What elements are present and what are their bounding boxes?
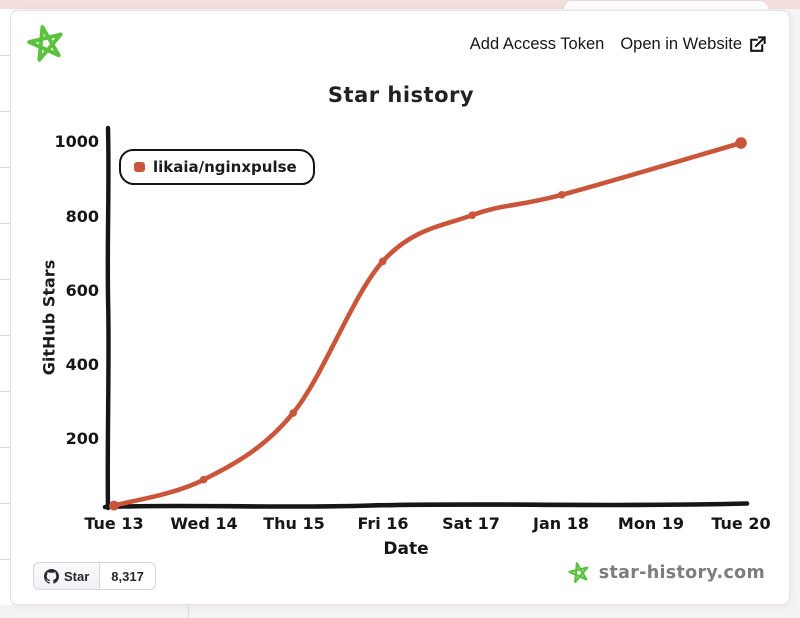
x-axis xyxy=(102,501,750,510)
series-line xyxy=(111,140,744,508)
x-tick-thu15: Thu 15 xyxy=(263,514,325,533)
star-history-logo-icon[interactable] xyxy=(23,21,69,67)
legend-series-marker xyxy=(134,162,145,172)
x-tick-jan18: Jan 18 xyxy=(533,514,589,533)
series-markers xyxy=(109,137,747,511)
background-top-bar xyxy=(0,0,800,9)
y-tick-200: 200 xyxy=(65,429,99,448)
add-access-token-button[interactable]: Add Access Token xyxy=(470,35,605,54)
open-in-website-link[interactable]: Open in Website xyxy=(620,35,767,54)
data-point xyxy=(468,211,477,219)
data-point xyxy=(199,475,208,484)
add-access-token-label: Add Access Token xyxy=(469,35,605,53)
background-grid-line xyxy=(188,606,189,618)
star-history-brand-link[interactable]: star-history.com xyxy=(566,560,765,586)
data-point xyxy=(558,191,566,199)
header-actions: Add Access Token Open in Website xyxy=(470,35,767,54)
x-tick-wed14: Wed 14 xyxy=(170,514,238,533)
github-octocat-icon xyxy=(44,568,59,584)
github-star-count[interactable]: 8,317 xyxy=(100,562,156,590)
x-axis-title: Date xyxy=(383,539,429,559)
x-tick-mon19: Mon 19 xyxy=(617,514,685,533)
y-axis xyxy=(105,125,111,511)
data-point xyxy=(289,409,297,417)
data-point xyxy=(735,137,747,149)
chart-canvas xyxy=(102,125,750,511)
background-page-left-strip xyxy=(0,0,12,618)
y-tick-400: 400 xyxy=(65,355,99,374)
external-link-icon xyxy=(750,36,766,52)
github-star-widget[interactable]: Star 8,317 xyxy=(33,562,156,590)
brand-star-icon xyxy=(568,562,589,584)
y-tick-1000: 1000 xyxy=(54,132,99,151)
x-tick-fri16: Fri 16 xyxy=(357,514,409,533)
x-tick-sat17: Sat 17 xyxy=(442,514,500,533)
data-point xyxy=(109,500,119,511)
chart-title: Star history xyxy=(327,83,475,107)
x-tick-tue20: Tue 20 xyxy=(711,514,771,533)
star-history-card: Add Access Token Open in Website Star hi… xyxy=(10,10,790,605)
data-point xyxy=(378,257,387,266)
github-star-button[interactable]: Star xyxy=(33,562,101,590)
open-in-website-label: Open in Website xyxy=(620,35,742,53)
legend: likaia/nginxpulse xyxy=(119,149,315,185)
y-tick-800: 800 xyxy=(65,207,99,226)
x-tick-tue13: Tue 13 xyxy=(84,514,144,533)
background-bottom-strip xyxy=(0,605,800,618)
legend-series-label: likaia/nginxpulse xyxy=(153,158,297,176)
brand-text: star-history.com xyxy=(598,563,765,583)
github-star-label: Star xyxy=(64,568,90,584)
background-top-tab xyxy=(563,0,769,9)
y-tick-600: 600 xyxy=(65,281,99,300)
